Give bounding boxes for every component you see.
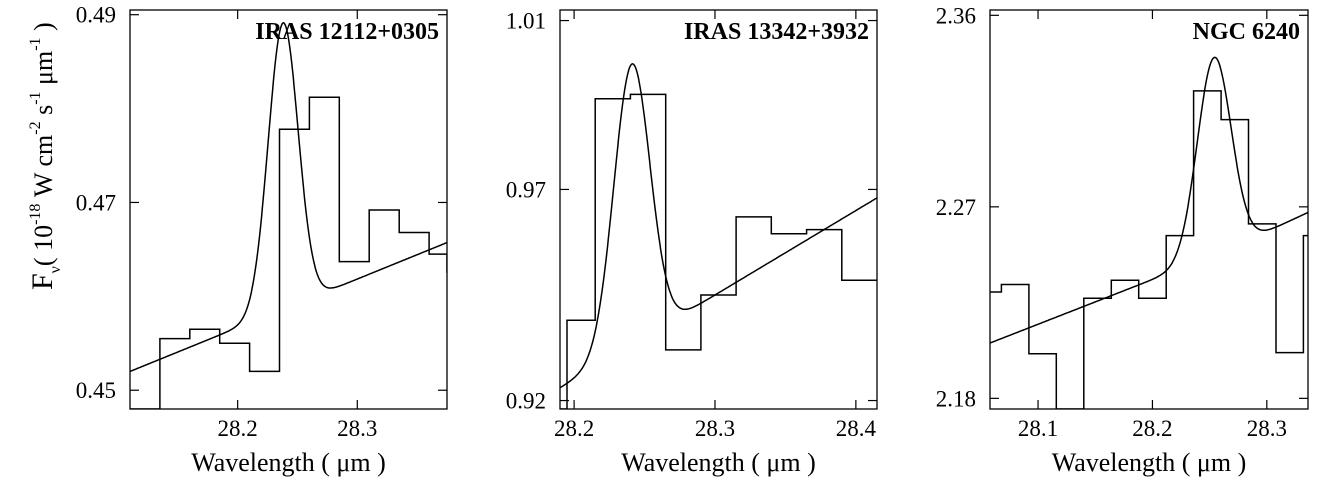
y-tick-label: 2.36: [936, 3, 976, 28]
x-axis-label: Wavelength ( μm ): [621, 448, 816, 477]
histogram-series: [990, 90, 1308, 409]
y-tick-label: 1.01: [506, 9, 546, 34]
x-axis-label: Wavelength ( μm ): [1052, 448, 1247, 477]
x-tick-label: 28.3: [1247, 416, 1287, 441]
histogram-series: [130, 96, 447, 409]
panel-title: NGC 6240: [1193, 19, 1300, 45]
plot-frame: [559, 9, 878, 410]
chart-panel-1: 28.2 28.3 0.45 0.47 0.49 IRAS 12112+0305 Wavel…: [76, 3, 448, 477]
x-tick-label: 28.2: [554, 416, 594, 441]
y-label-sub: ν: [47, 266, 64, 273]
panel-title: IRAS 12112+0305: [255, 19, 439, 45]
panel-title: IRAS 13342+3932: [684, 19, 869, 45]
y-tick-label: 2.18: [936, 386, 976, 411]
x-tick-label: 28.4: [836, 416, 877, 441]
y-label-w: W cm: [29, 135, 58, 204]
chart-panel-3: 28.1 28.2 28.3 2.18 2.27 2.36 NGC 6240 Waveleng…: [936, 3, 1309, 477]
y-tick-label: 0.92: [506, 389, 546, 414]
y-label-base: F: [26, 273, 59, 290]
x-tick-label: 28.2: [218, 416, 258, 441]
histogram-series: [560, 93, 877, 409]
x-tick-label: 28.1: [1018, 416, 1058, 441]
y-label-close: ): [29, 22, 58, 37]
y-label-exp2: -2: [27, 121, 44, 134]
y-tick-label: 2.27: [936, 195, 976, 220]
fit-curve: [990, 56, 1308, 344]
y-label-unit: ( 10: [29, 225, 58, 266]
x-axis-label: Wavelength ( μm ): [191, 448, 386, 477]
fit-curve: [130, 22, 447, 373]
x-tick-label: 28.2: [1132, 416, 1172, 441]
y-label-exp1: -18: [27, 204, 44, 225]
x-tick-label: 28.3: [695, 416, 735, 441]
y-label-mu: μm: [29, 51, 58, 92]
plot-frame: [129, 9, 448, 410]
y-label-s: s: [29, 105, 58, 122]
plot-area: [130, 22, 447, 409]
y-tick-label: 0.97: [506, 177, 546, 202]
y-label-exp3: -1: [27, 91, 44, 104]
y-tick-label: 0.49: [76, 3, 116, 28]
fit-curve: [560, 63, 877, 389]
plot-frame: [989, 9, 1309, 410]
panels: 28.2 28.3 0.45 0.47 0.49 IRAS 12112+0305 Wavel…: [76, 3, 1309, 477]
plot-area: [990, 56, 1308, 409]
chart-panel-2: 28.2 28.3 28.4 0.92 0.97 1.01 IRAS 13342+3932 W…: [506, 9, 878, 477]
y-label-exp4: -1: [27, 37, 44, 50]
x-tick-label: 28.3: [337, 416, 377, 441]
y-axis-label: Fν( 10-18 W cm-2 s-1 μm-1 ): [26, 22, 64, 290]
y-tick-label: 0.47: [76, 190, 116, 215]
plot-area: [560, 63, 877, 409]
y-tick-label: 0.45: [76, 378, 116, 403]
